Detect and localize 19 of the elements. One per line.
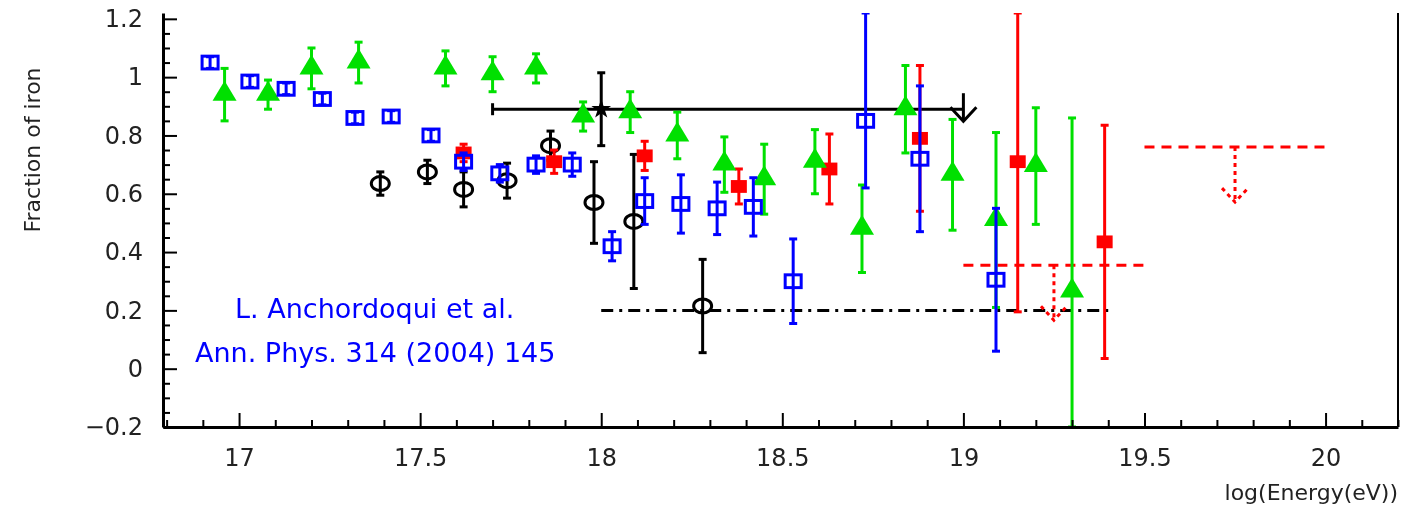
x-tick-label: 17.5 [393,444,448,473]
x-tick-label: 19 [948,444,980,473]
y-tick-label: 0 [127,354,143,383]
y-tick-label: 0.6 [104,179,143,208]
annotation: Ann. Phys. 314 (2004) 145 [195,337,556,368]
y-tick-label: 0.2 [104,296,143,325]
x-axis-title: log(Energy(eV)) [1224,480,1398,505]
x-tick-label: 18.5 [756,444,810,473]
x-tick-label: 20 [1310,444,1342,473]
x-tick-label: 17 [224,444,255,473]
annotation: L. Anchordoqui et al. [235,293,515,324]
y-tick-label: 1 [127,63,143,92]
y-tick-label: 0.4 [104,238,143,267]
y-axis-title: Fraction of iron [20,67,45,233]
y-tick-label: 0.8 [104,121,143,150]
y-tick-label: −0.2 [84,413,143,442]
x-tick-label: 19.5 [1118,444,1172,473]
y-tick-label: 1.2 [104,5,143,34]
x-tick-label: 18 [586,444,617,473]
